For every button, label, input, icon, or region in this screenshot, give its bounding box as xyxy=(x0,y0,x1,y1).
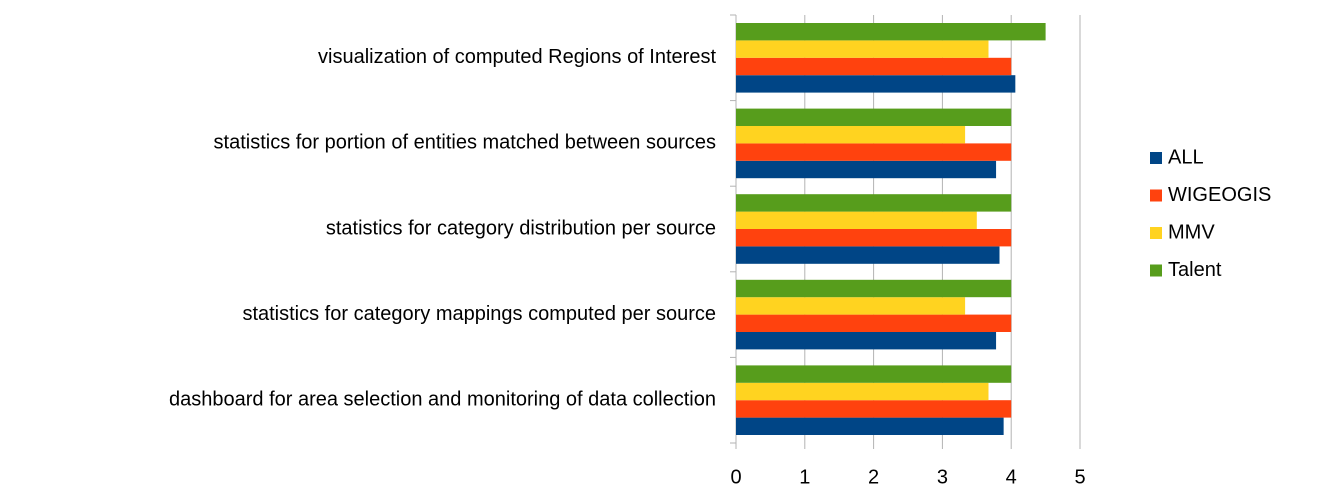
bar xyxy=(736,229,1012,247)
legend-label: Talent xyxy=(1168,259,1222,281)
bar xyxy=(736,23,1046,41)
legend-swatch xyxy=(1150,264,1162,277)
bar xyxy=(736,332,997,350)
y-tick-label: visualization of computed Regions of Int… xyxy=(318,46,716,68)
bar xyxy=(736,75,1016,93)
legend-swatch xyxy=(1150,189,1162,202)
bar xyxy=(736,40,989,58)
bar xyxy=(736,211,977,229)
legend-label: WIGEOGIS xyxy=(1168,184,1271,206)
bar xyxy=(736,57,1012,76)
bar xyxy=(736,365,1012,383)
x-tick-label: 1 xyxy=(799,466,810,488)
bar xyxy=(736,160,997,179)
bar xyxy=(736,279,1012,298)
x-tick-label: 4 xyxy=(1006,466,1017,488)
legend-swatch xyxy=(1150,152,1162,164)
bar xyxy=(736,382,989,401)
y-tick-label: statistics for category mappings compute… xyxy=(242,303,716,325)
legend-label: MMV xyxy=(1168,221,1215,243)
x-tick-label: 0 xyxy=(730,466,741,488)
x-tick-label: 3 xyxy=(937,466,948,488)
bar xyxy=(736,400,1012,418)
x-tick-label: 2 xyxy=(868,466,879,488)
bar xyxy=(736,126,966,144)
bar xyxy=(736,297,966,315)
legend-label: ALL xyxy=(1168,146,1204,168)
y-tick-label: dashboard for area selection and monitor… xyxy=(169,388,716,410)
bar xyxy=(736,314,1012,332)
bar xyxy=(736,143,1012,161)
y-tick-label: statistics for category distribution per… xyxy=(326,217,716,239)
bar xyxy=(736,417,1004,435)
bar xyxy=(736,194,1012,212)
legend-swatch xyxy=(1150,227,1162,239)
x-tick-label: 5 xyxy=(1074,466,1085,488)
bar xyxy=(736,108,1012,126)
y-tick-label: statistics for portion of entities match… xyxy=(214,132,716,154)
bar xyxy=(736,246,1000,264)
